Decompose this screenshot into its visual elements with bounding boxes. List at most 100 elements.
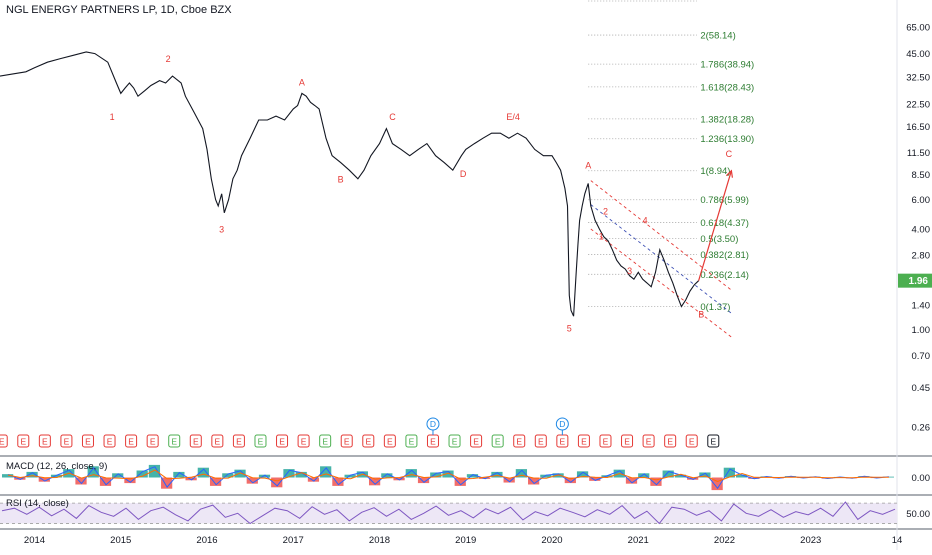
event-marker-split (405, 434, 418, 448)
event-marker-label: E (538, 437, 544, 447)
dividend-marker-label: D (559, 419, 565, 429)
fib-level-label: 1.382(18.28) (700, 114, 754, 125)
macd-histogram-bar (528, 477, 540, 485)
event-marker-label: E (301, 437, 307, 447)
event-marker-label: E (624, 437, 630, 447)
event-marker-label: E (409, 437, 415, 447)
event-marker-earnings (642, 434, 655, 448)
event-marker-split (168, 434, 181, 448)
event-marker-earnings (0, 434, 8, 448)
wave-label: A (299, 77, 305, 87)
wave-label: 2 (166, 54, 171, 64)
macd-histogram-bar (222, 473, 234, 478)
fib-level-label: 1(8.94) (700, 166, 730, 177)
macd-histogram-bar (625, 477, 638, 484)
fib-level-label: 1.618(28.43) (700, 82, 754, 93)
time-axis-label: 2014 (24, 535, 45, 546)
price-axis-label: 11.50 (907, 148, 930, 159)
wave-label: E/4 (506, 112, 520, 122)
event-marker-earnings (621, 434, 634, 448)
event-marker-earnings (81, 434, 94, 448)
macd-histogram-bar (26, 471, 38, 478)
price-axis-label: 8.50 (912, 170, 931, 181)
macd-histogram-bar (2, 474, 14, 478)
time-axis-label: 2017 (283, 535, 304, 546)
wave-label: 5 (567, 324, 572, 334)
fib-level-label: 0.382(2.81) (700, 250, 749, 261)
current-price-badge (898, 273, 932, 288)
macd-histogram-bar (271, 477, 283, 488)
price-axis-label: 2.80 (912, 250, 931, 261)
price-axis-label: 16.50 (906, 122, 930, 133)
macd-histogram-bar (124, 477, 136, 484)
price-axis-label: 6.00 (912, 195, 931, 206)
macd-histogram-bar (136, 470, 148, 478)
time-axis-label: 2016 (196, 535, 217, 546)
wave-label: 3 (219, 225, 224, 235)
time-axis-label: 2018 (369, 535, 390, 546)
wave-label: C (726, 149, 733, 159)
macd-line (7, 466, 889, 490)
price-axis-label: 1.40 (912, 301, 931, 312)
time-axis-label: 2020 (541, 535, 562, 546)
event-marker-label: E (236, 437, 242, 447)
event-marker-earnings (189, 434, 202, 448)
event-marker-earnings (103, 434, 116, 448)
event-marker-label: E (20, 437, 26, 447)
event-marker-label: E (603, 437, 609, 447)
macd-histogram-bar (320, 466, 332, 478)
rsi-axis-label: 50.00 (906, 509, 930, 520)
macd-histogram-bar (14, 477, 26, 480)
event-marker-label: E (365, 437, 371, 447)
event-marker-split (254, 434, 267, 448)
time-axis-label: 2023 (800, 535, 821, 546)
macd-histogram-bar (368, 477, 381, 486)
macd-histogram-bar (112, 473, 124, 478)
fib-level-label: 1.786(38.94) (700, 60, 754, 71)
event-marker-earnings (470, 434, 483, 448)
macd-histogram-bar (258, 474, 271, 478)
event-marker-earnings (60, 434, 73, 448)
wave-label: 2 (603, 206, 608, 216)
macd-histogram-bar (283, 469, 295, 478)
macd-histogram-bar (564, 477, 576, 484)
macd-histogram-bar (185, 477, 197, 481)
event-marker-label: E (581, 437, 587, 447)
macd-histogram-bar (650, 477, 662, 486)
price-axis-label: 4.00 (912, 224, 931, 235)
macd-histogram-bar (148, 464, 161, 478)
event-marker-earnings (383, 434, 396, 448)
wave-label: B (338, 174, 344, 184)
event-marker-label: E (387, 437, 393, 447)
price-axis-label: 65.00 (906, 23, 930, 34)
macd-histogram-bar (197, 467, 209, 478)
event-marker-earnings (17, 434, 30, 448)
event-marker-earnings (362, 434, 375, 448)
macd-histogram-bar (75, 477, 87, 485)
macd-histogram-bar (381, 473, 393, 478)
event-marker-label: E (258, 437, 264, 447)
macd-histogram-bar (601, 475, 613, 478)
event-marker-earnings (211, 434, 224, 448)
wave-label: A (585, 161, 591, 171)
price-axis-label: 0.45 (912, 383, 931, 394)
macd-histogram-bar (687, 477, 699, 480)
price-axis-label: 45.00 (906, 49, 930, 60)
event-marker-label: E (215, 437, 221, 447)
event-marker-label: E (85, 437, 91, 447)
wave-label: 1 (110, 112, 115, 122)
event-marker-label: E (128, 437, 134, 447)
event-marker-earnings (685, 434, 698, 448)
macd-axis-label: 0.00 (912, 473, 931, 484)
price-axis-label: 32.50 (906, 73, 930, 84)
time-axis-label: 2021 (628, 535, 649, 546)
event-marker-earnings (125, 434, 138, 448)
event-marker-earnings (599, 434, 612, 448)
event-marker-label: E (171, 437, 177, 447)
time-axis-label: 2022 (714, 535, 735, 546)
fib-level-label: 0(1.37) (700, 302, 730, 313)
macd-histogram-bar (332, 477, 344, 486)
event-marker-label: E (42, 437, 48, 447)
macd-histogram-bar (295, 471, 307, 478)
